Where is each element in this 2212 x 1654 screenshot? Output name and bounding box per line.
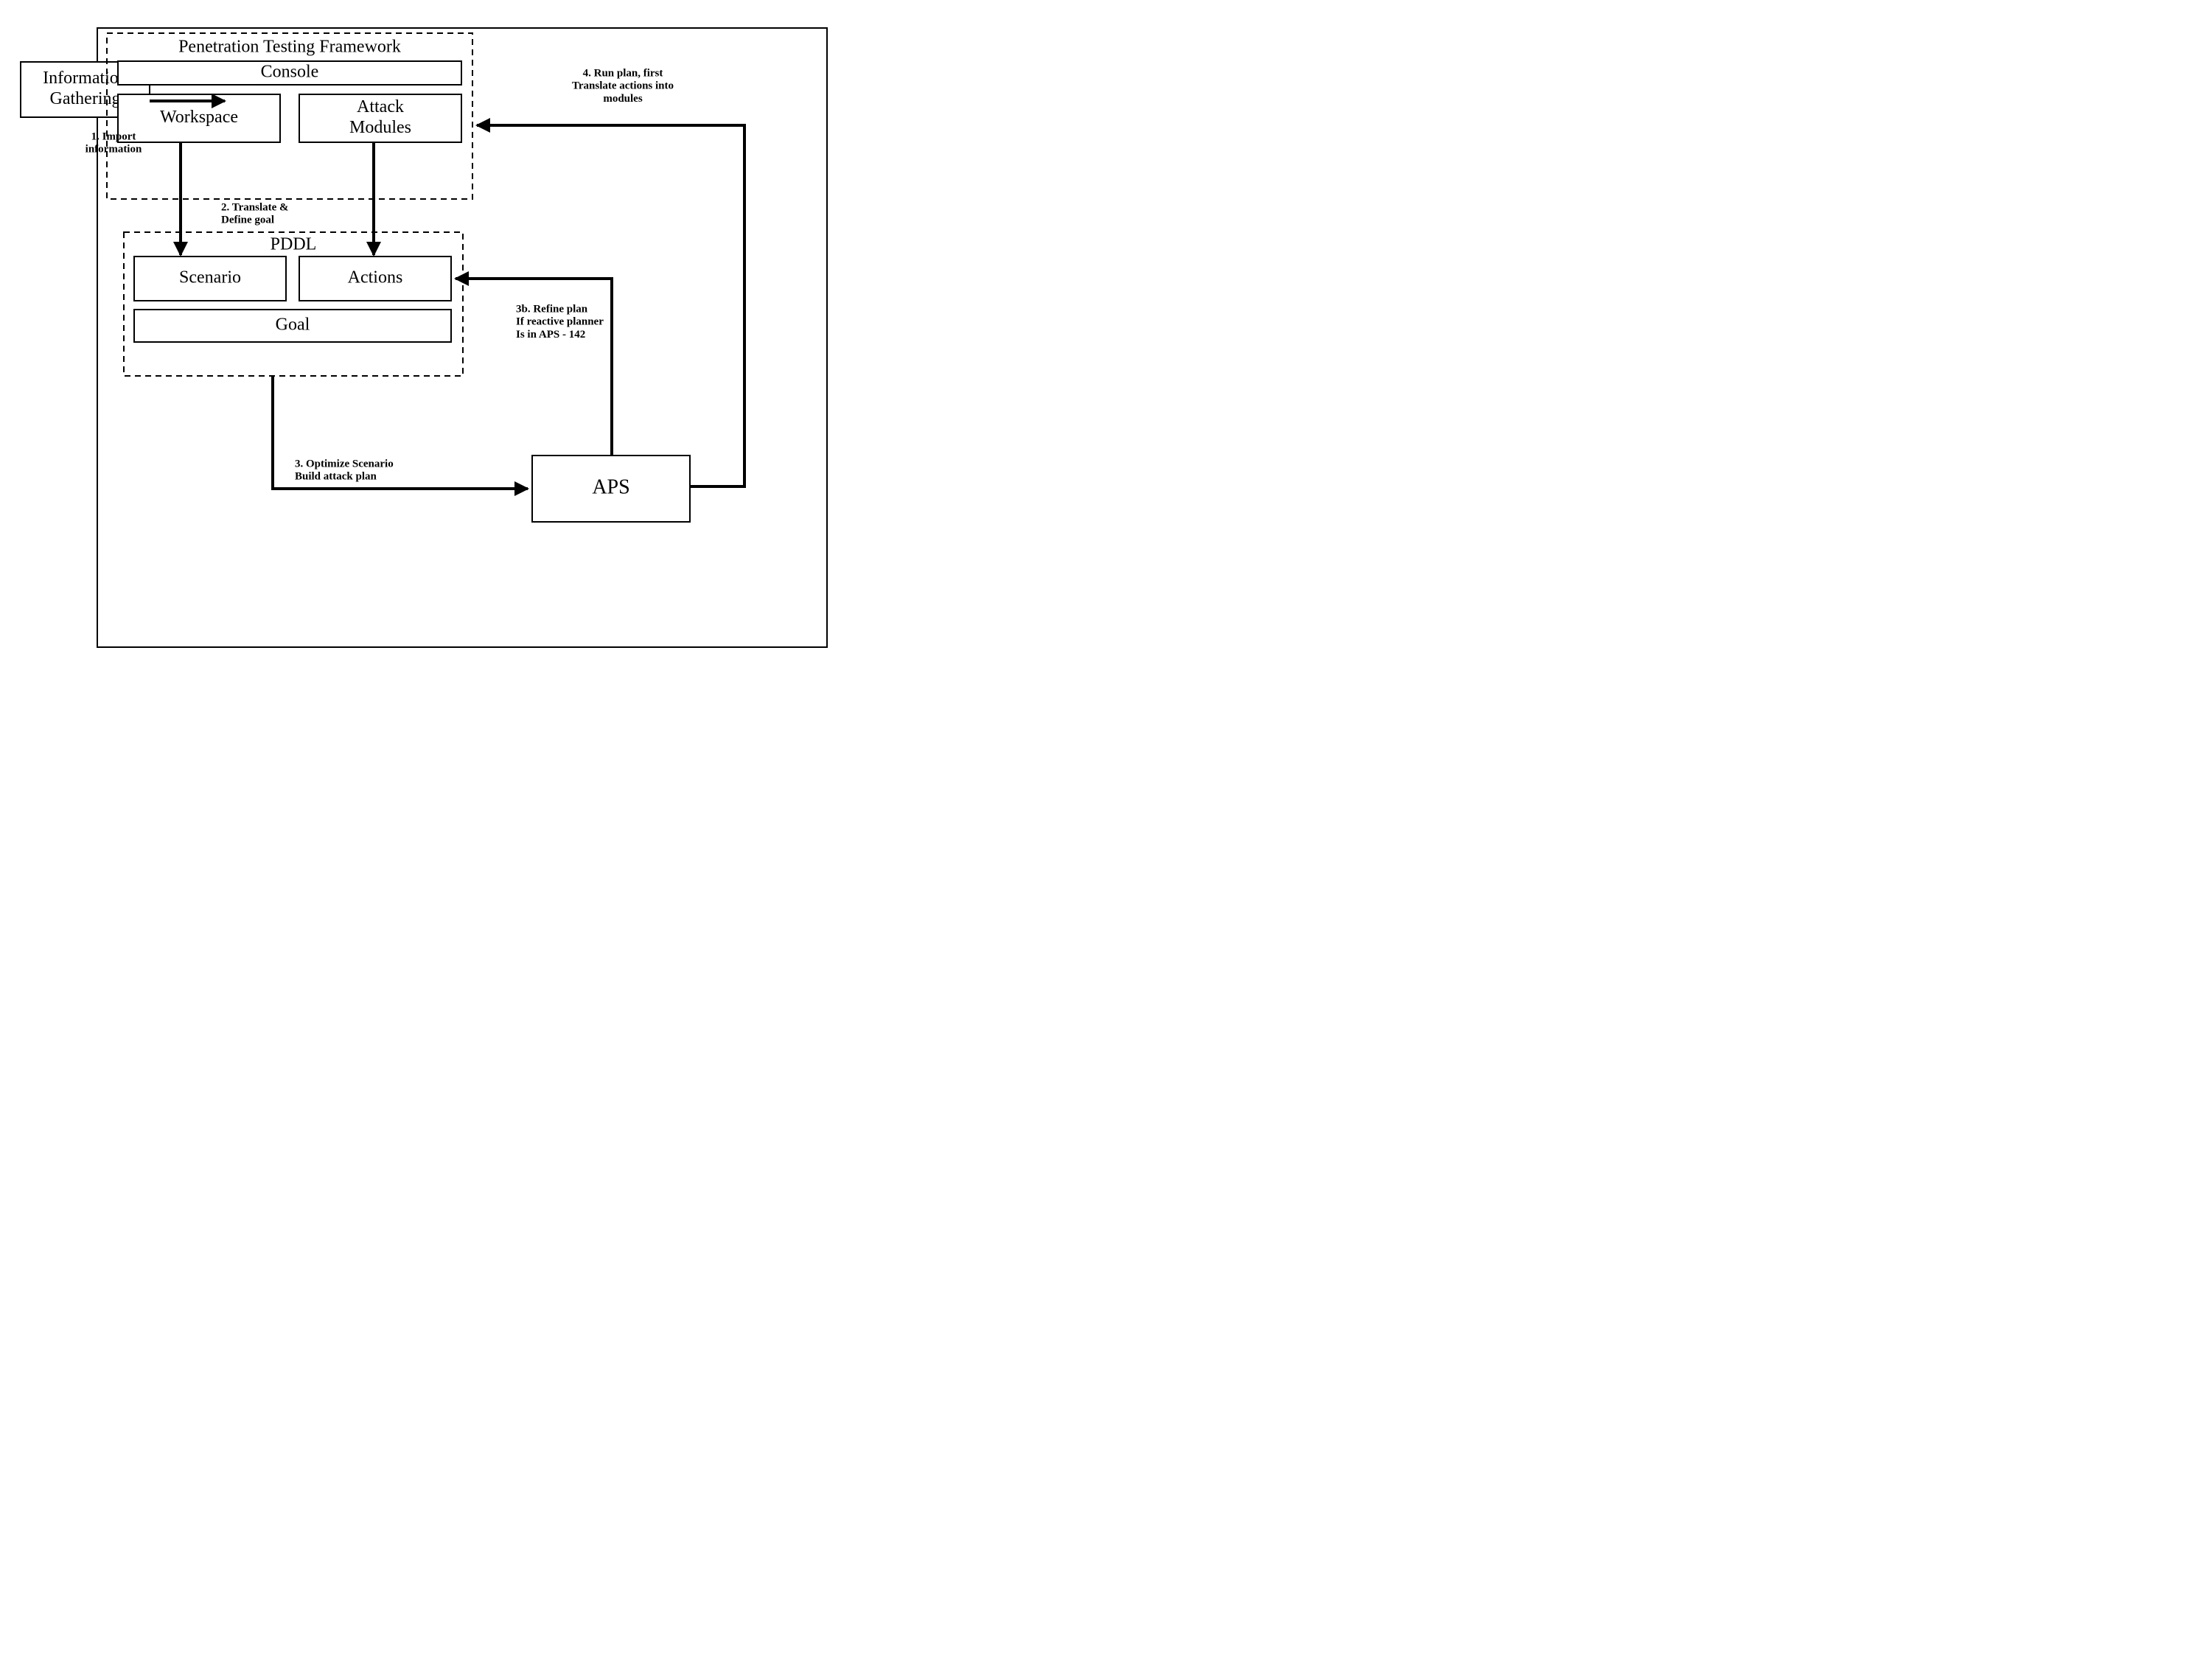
svg-text:Define goal: Define goal xyxy=(221,214,274,226)
svg-text:Is in APS - 142: Is in APS - 142 xyxy=(516,329,585,341)
svg-text:2. Translate &: 2. Translate & xyxy=(221,201,289,213)
label-1-import: 1. Import information xyxy=(86,130,142,155)
svg-text:4. Run plan, first: 4. Run plan, first xyxy=(583,67,663,79)
svg-text:Goal: Goal xyxy=(276,315,310,335)
svg-text:Information: Information xyxy=(43,69,128,88)
svg-text:APS: APS xyxy=(592,475,629,498)
svg-text:Console: Console xyxy=(261,63,319,82)
svg-text:Build attack plan: Build attack plan xyxy=(295,471,377,483)
svg-text:information: information xyxy=(86,144,142,156)
svg-text:1. Import: 1. Import xyxy=(91,130,136,142)
aps-node: APS xyxy=(532,456,690,522)
svg-text:modules: modules xyxy=(603,93,643,105)
svg-text:Modules: Modules xyxy=(349,118,411,137)
pddl-title: PDDL xyxy=(271,235,317,254)
svg-text:Scenario: Scenario xyxy=(179,268,241,287)
svg-text:Translate actions into: Translate actions into xyxy=(572,80,674,92)
svg-text:Actions: Actions xyxy=(348,268,403,287)
svg-text:Workspace: Workspace xyxy=(160,108,238,127)
ptf-title: Penetration Testing Framework xyxy=(178,38,401,57)
svg-text:3. Optimize Scenario: 3. Optimize Scenario xyxy=(295,458,394,470)
svg-text:3b. Refine plan: 3b. Refine plan xyxy=(516,303,588,315)
svg-text:If reactive planner: If reactive planner xyxy=(516,316,604,328)
svg-text:Gathering: Gathering xyxy=(50,89,121,108)
svg-text:Attack: Attack xyxy=(357,97,404,116)
